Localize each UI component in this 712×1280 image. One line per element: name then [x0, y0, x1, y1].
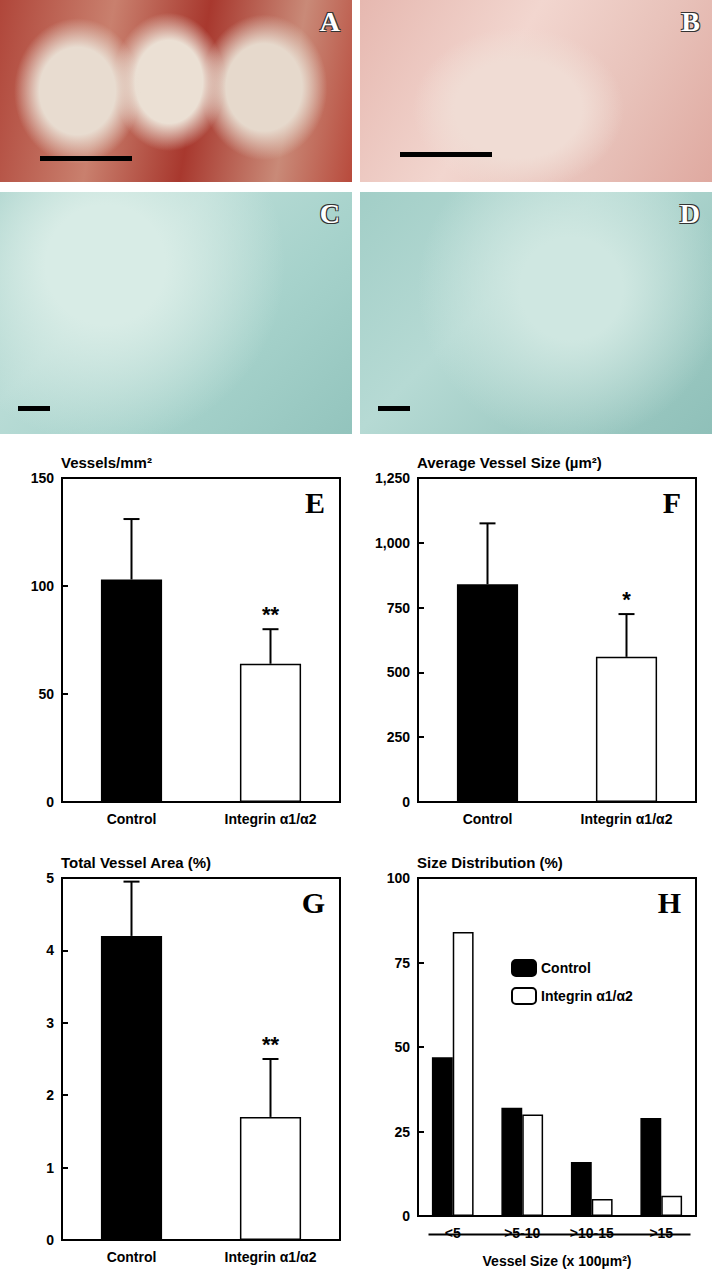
svg-text:Size Distribution (%): Size Distribution (%): [417, 854, 563, 871]
svg-text:<5: <5: [445, 1225, 461, 1241]
svg-text:Control: Control: [107, 811, 157, 827]
svg-text:75: 75: [394, 955, 410, 971]
svg-text:**: **: [262, 1032, 280, 1057]
svg-text:Integrin α1/α2: Integrin α1/α2: [225, 1249, 317, 1265]
svg-text:Vessels/mm²: Vessels/mm²: [61, 454, 152, 471]
html-text:D: D: [679, 198, 700, 229]
svg-text:1: 1: [46, 1160, 54, 1176]
svg-text:G: G: [302, 886, 325, 919]
html-text:C: C: [319, 198, 340, 229]
svg-text:100: 100: [31, 578, 55, 594]
svg-text:>10-15: >10-15: [570, 1225, 614, 1241]
svg-text:*: *: [622, 587, 631, 612]
svg-text:100: 100: [387, 870, 411, 886]
svg-text:50: 50: [38, 686, 54, 702]
svg-text:3: 3: [46, 1015, 54, 1031]
svg-text:150: 150: [31, 470, 55, 486]
svg-text:>15: >15: [649, 1225, 673, 1241]
svg-text:Integrin α1/α2: Integrin α1/α2: [541, 988, 633, 1004]
svg-text:Control: Control: [107, 1249, 157, 1265]
svg-text:Control: Control: [541, 960, 591, 976]
html-text:B: B: [681, 6, 700, 37]
svg-text:H: H: [658, 886, 681, 919]
svg-text:750: 750: [387, 600, 411, 616]
svg-text:5: 5: [46, 870, 54, 886]
svg-text:Average Vessel Size (µm²): Average Vessel Size (µm²): [417, 454, 602, 471]
html-text:A: A: [319, 6, 340, 37]
svg-text:F: F: [663, 486, 681, 519]
svg-text:2: 2: [46, 1087, 54, 1103]
svg-text:250: 250: [387, 729, 411, 745]
svg-text:50: 50: [394, 1039, 410, 1055]
svg-text:Integrin α1/α2: Integrin α1/α2: [581, 811, 673, 827]
svg-text:Total Vessel Area (%): Total Vessel Area (%): [61, 854, 211, 871]
svg-text:E: E: [305, 486, 325, 519]
svg-text:500: 500: [387, 664, 411, 680]
svg-text:1,250: 1,250: [375, 470, 410, 486]
svg-text:25: 25: [394, 1124, 410, 1140]
svg-text:0: 0: [402, 1208, 410, 1224]
svg-text:0: 0: [402, 794, 410, 810]
svg-text:Integrin α1/α2: Integrin α1/α2: [225, 811, 317, 827]
svg-text:**: **: [262, 602, 280, 627]
svg-text:Vessel Size (x 100µm²): Vessel Size (x 100µm²): [483, 1253, 632, 1269]
svg-text:1,000: 1,000: [375, 535, 410, 551]
svg-text:0: 0: [46, 794, 54, 810]
svg-text:>5-10: >5-10: [504, 1225, 540, 1241]
svg-text:0: 0: [46, 1232, 54, 1248]
svg-text:4: 4: [46, 942, 54, 958]
svg-text:Control: Control: [463, 811, 513, 827]
